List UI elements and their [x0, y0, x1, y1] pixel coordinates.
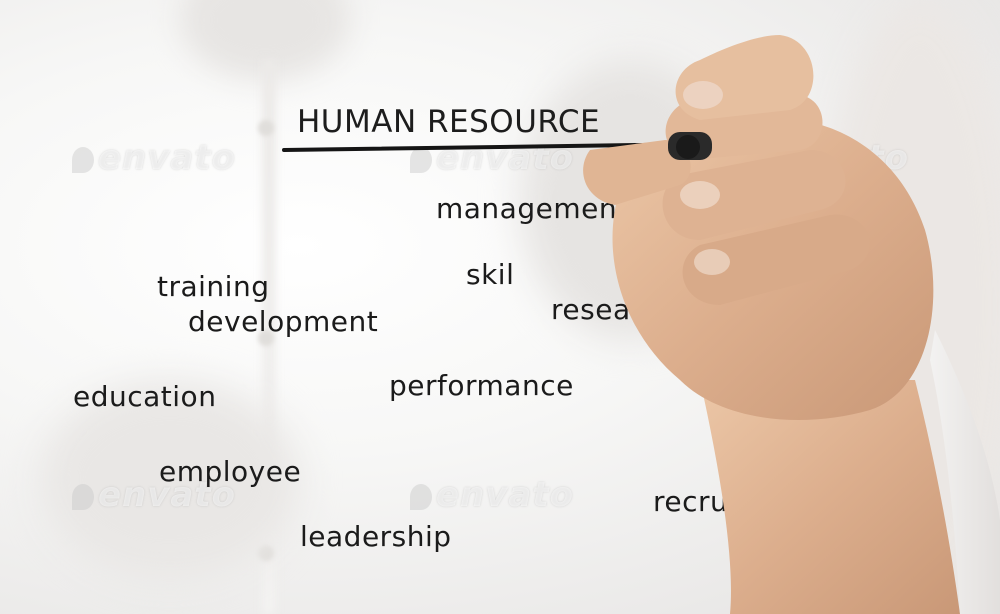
fingernail	[680, 181, 720, 209]
fingernail	[694, 249, 730, 275]
marker-tip	[676, 135, 700, 159]
word-education: education	[73, 380, 217, 413]
shirt-shadow	[40, 380, 300, 580]
word-skil: skil	[466, 258, 515, 291]
word-performance: performance	[389, 369, 574, 402]
forearm	[700, 380, 960, 614]
fingernail	[683, 81, 723, 109]
shirt-button	[258, 330, 274, 346]
title-human-resource: HUMAN RESOURCE	[297, 104, 601, 140]
word-management: management	[436, 192, 629, 225]
word-development: development	[188, 305, 379, 338]
watermark: envato	[410, 475, 574, 515]
shirt-button	[258, 120, 274, 136]
word-employee: employee	[159, 455, 302, 488]
word-training: training	[157, 270, 270, 303]
watermark: envato	[72, 475, 236, 515]
shirt-sleeve	[930, 330, 1000, 614]
ring-finger	[682, 214, 870, 305]
thumb	[583, 140, 691, 205]
watermark: envato	[72, 138, 236, 178]
middle-finger	[662, 150, 846, 240]
word-leadership: leadership	[300, 520, 452, 553]
